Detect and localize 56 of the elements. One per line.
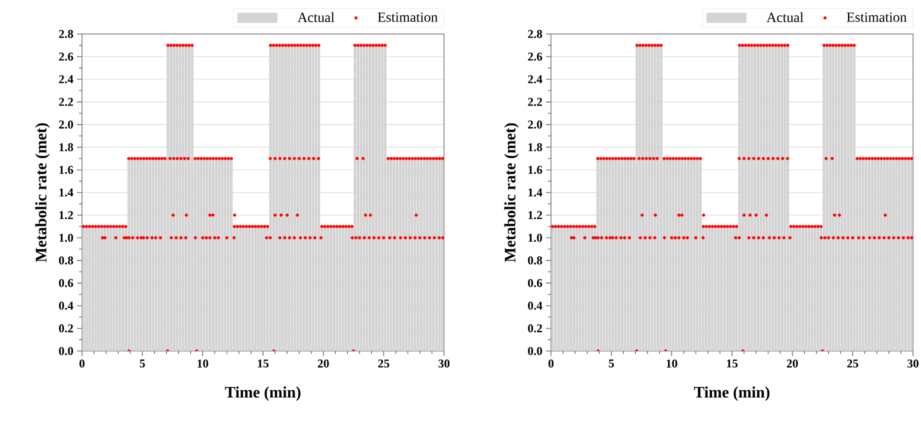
y-tick-label: 1.0 <box>59 234 74 242</box>
y-tick-label: 2.4 <box>59 75 74 84</box>
y-tick-label: 1.0 <box>528 234 542 242</box>
y-tick-label: 0.4 <box>528 302 542 310</box>
y-tick-label: 0.0 <box>58 346 74 356</box>
y-tick-label: 2.4 <box>528 75 542 84</box>
y-tick-label: 0.0 <box>528 346 542 356</box>
y-tick-label: 0.2 <box>58 324 73 332</box>
legend-label: Actual <box>298 12 334 22</box>
x-tick-label: 0 <box>79 360 85 368</box>
y-tick-label: 1.6 <box>59 166 74 174</box>
x-tick-label: 15 <box>258 360 269 368</box>
bar <box>441 158 444 351</box>
y-tick-label: 2.8 <box>59 30 74 38</box>
y-tick-label: 2.8 <box>528 30 542 38</box>
legend-label: Estimation <box>846 12 907 22</box>
bar <box>910 158 913 351</box>
y-tick-label: 1.8 <box>59 143 74 152</box>
x-tick-label: 20 <box>318 360 329 368</box>
y-tick-label: 0.2 <box>528 324 542 332</box>
y-tick-label: 2.2 <box>528 98 542 106</box>
y-tick-label: 0.6 <box>528 279 542 288</box>
y-tick-label: 1.4 <box>528 188 542 197</box>
legend-label: Actual <box>766 12 804 22</box>
x-tick-label: 30 <box>438 360 450 368</box>
y-axis-title: Metabolic rate (met) <box>35 123 50 262</box>
x-tick-label: 10 <box>198 360 208 368</box>
x-tick-label: 30 <box>907 360 919 368</box>
x-tick-label: 10 <box>666 360 678 368</box>
y-tick-label: 2.2 <box>59 98 73 106</box>
y-tick-label: 2.6 <box>59 52 74 61</box>
y-tick-label: 2.6 <box>528 52 542 61</box>
y-axis-title: Metabolic rate (met) <box>504 123 519 262</box>
y-tick-label: 1.8 <box>528 143 542 152</box>
y-tick-label: 1.2 <box>59 211 73 220</box>
y-tick-label: 0.8 <box>528 256 542 264</box>
y-tick-label: 1.6 <box>528 166 542 174</box>
bar <box>82 226 85 351</box>
x-tick-label: 5 <box>608 360 614 368</box>
bar <box>551 226 554 351</box>
legend-label: Estimation <box>378 12 438 22</box>
x-tick-label: 0 <box>548 360 554 368</box>
y-tick-label: 1.4 <box>59 188 74 197</box>
x-tick-label: 20 <box>786 360 798 368</box>
y-tick-label: 0.4 <box>58 302 74 310</box>
x-tick-label: 15 <box>726 360 738 368</box>
y-tick-label: 0.6 <box>58 279 74 288</box>
x-axis-title: Time (min) <box>225 386 300 401</box>
x-axis-title: Time (min) <box>694 386 770 401</box>
x-tick-label: 25 <box>378 360 390 368</box>
y-tick-label: 2.0 <box>59 120 74 129</box>
x-tick-label: 25 <box>847 360 858 368</box>
y-tick-label: 2.0 <box>528 120 542 129</box>
y-tick-label: 1.2 <box>528 211 542 220</box>
y-tick-label: 0.8 <box>58 256 74 264</box>
x-tick-label: 5 <box>140 360 145 368</box>
